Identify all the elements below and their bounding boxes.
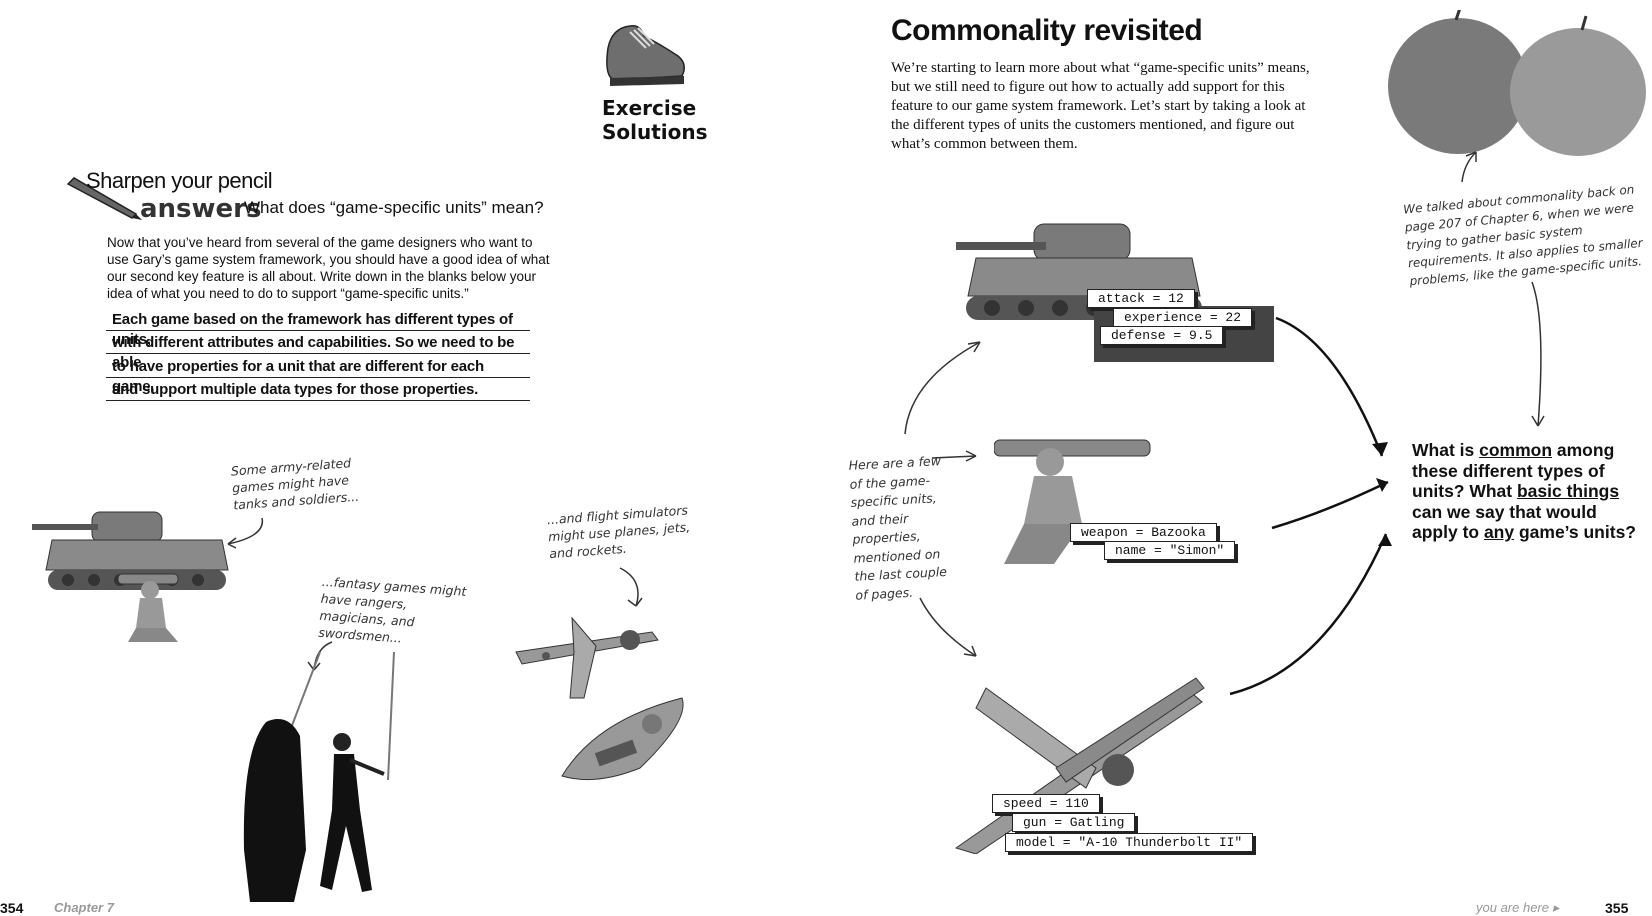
intro-text: Now that you’ve heard from several of th… — [107, 235, 550, 301]
commonality-question: What is common among these different typ… — [1412, 440, 1642, 543]
shoe-icon — [606, 24, 685, 86]
apples-image — [1388, 10, 1646, 156]
exercise-label-2: Solutions — [602, 120, 708, 144]
arrows-to-question — [1229, 316, 1392, 696]
soldier-prop-name: name = "Simon" — [1104, 541, 1236, 560]
right-intro: We’re starting to learn more about what … — [891, 60, 1310, 152]
arrow — [619, 567, 643, 607]
tank-prop-experience: experience = 22 — [1113, 308, 1253, 327]
answers-label: answers — [140, 194, 262, 224]
soldier-image — [118, 573, 179, 642]
swordsman-image — [243, 651, 395, 902]
q-part: among these different types of units? Wh… — [1412, 440, 1615, 501]
tank-prop-defense: defense = 9.5 — [1100, 326, 1224, 345]
plane-prop-gun: gun = Gatling — [1012, 813, 1136, 832]
note-army: Some army-related games might have tanks… — [230, 455, 360, 513]
arrows-to-units — [904, 341, 981, 657]
answer-line: with different attributes and capabiliti… — [106, 333, 530, 371]
page-number-left: 354 — [0, 900, 24, 916]
q-part: What is — [1412, 440, 1480, 460]
soldier-prop-weapon: weapon = Bazooka — [1070, 523, 1217, 542]
answer-line: and support multiple data types for thos… — [106, 380, 530, 401]
sharpen-title: Sharpen your pencil — [86, 168, 273, 193]
note-flight: ...and flight simulators might use plane… — [546, 502, 691, 562]
arrow — [1461, 151, 1477, 183]
chapter-label: Chapter 7 — [54, 900, 114, 915]
q-part: can we say that would apply to — [1412, 501, 1597, 543]
page-title: Commonality revisited — [891, 14, 1203, 47]
exercise-label-1: Exercise — [602, 96, 697, 120]
plane-prop-speed: speed = 110 — [992, 794, 1100, 813]
tank-prop-attack: attack = 12 — [1087, 289, 1195, 308]
answer-line: to have properties for a unit that are d… — [106, 357, 530, 395]
q-part: game’s units? — [1514, 522, 1636, 542]
q-emphasis-common: common — [1479, 440, 1553, 460]
pencil-icon — [66, 177, 142, 220]
plane-prop-model: model = "A-10 Thunderbolt II" — [1005, 833, 1254, 852]
answer-line: Each game based on the framework has dif… — [106, 310, 530, 348]
plane-image — [515, 616, 659, 699]
you-are-here: you are here ▸ — [1476, 900, 1560, 915]
rocket-image — [561, 697, 684, 781]
q-emphasis-basic: basic things — [1516, 481, 1620, 501]
exercise-label: Exercise Solutions — [602, 96, 708, 144]
note-commonality: We talked about commonality back on page… — [1402, 182, 1644, 289]
page-number-right: 355 — [1605, 900, 1629, 916]
question: What does “game-specific units” mean? — [244, 198, 544, 217]
soldier-image — [994, 439, 1151, 564]
arrow — [227, 517, 264, 549]
q-emphasis-any: any — [1483, 522, 1515, 542]
arrow — [1531, 281, 1545, 427]
